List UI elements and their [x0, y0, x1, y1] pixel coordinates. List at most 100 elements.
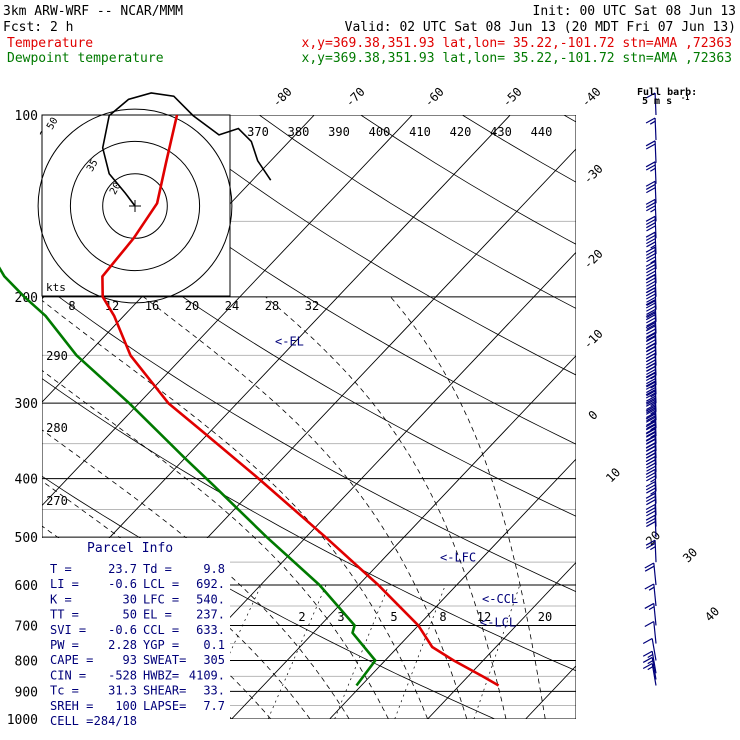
wind-barb-flag	[645, 332, 656, 339]
wind-barb	[645, 231, 657, 255]
wind-barb-flag	[646, 256, 656, 263]
wind-barb	[645, 198, 657, 222]
wind-barb-flag	[645, 456, 656, 463]
wind-barb-flag	[645, 277, 656, 284]
theta-label: 380	[288, 125, 310, 139]
wind-barb-flag	[645, 92, 656, 99]
pressure-tick-label: 100	[15, 109, 38, 124]
parcel-info-cell: 237.	[196, 608, 225, 622]
parcel-level-label: <-EL	[275, 334, 304, 348]
wind-barb-staff	[651, 638, 657, 661]
theta-e-label: 280	[46, 421, 68, 435]
wind-barb-flag	[646, 465, 656, 472]
wind-barb-flag	[645, 218, 656, 226]
hodograph-ring-label: 35	[85, 158, 101, 174]
isotherm-label: 40	[702, 604, 722, 624]
wind-barb-flag	[645, 183, 656, 190]
wind-barb-flag	[646, 395, 656, 402]
parcel-info-cell: LAPSE=	[143, 699, 186, 713]
theta-label: 390	[328, 125, 350, 139]
parcel-info-cell: 0.1	[203, 638, 225, 652]
wind-barb-half	[650, 490, 656, 495]
moist-adiabat	[390, 296, 546, 719]
isotherm	[329, 458, 576, 719]
wind-barb-flag	[645, 383, 656, 390]
wind-barb	[645, 180, 657, 204]
temperature-legend: Temperature	[7, 36, 93, 51]
wind-barb-flag	[645, 424, 656, 431]
parcel-info-title: Parcel Info	[87, 541, 173, 556]
wind-barb-flag	[644, 562, 655, 569]
wind-barb-flag	[645, 310, 656, 318]
wind-barb-flag	[645, 495, 656, 503]
pressure-tick-label: 500	[15, 531, 38, 546]
wind-barb-flag	[645, 413, 656, 420]
parcel-info-cell: -528	[108, 668, 137, 682]
wind-barb-half	[647, 666, 654, 671]
theta-label: 440	[531, 125, 553, 139]
isotherm	[42, 115, 511, 610]
dry-adiabat	[665, 115, 740, 719]
parcel-info-cell: K =	[50, 592, 72, 606]
isotherm	[427, 561, 576, 719]
mixing-ratio-label: 3	[337, 610, 344, 624]
wind-barb-flag	[645, 539, 656, 546]
wind-barb-flag	[645, 260, 656, 267]
barb-legend-units-exponent: -1	[681, 94, 689, 102]
isotherm-label: -30	[581, 162, 606, 187]
parcel-info-cell: CELL =	[50, 714, 93, 728]
parcel-info-table: T = 23.7 Td = 9.8 LI = -0.6 LCL = 692. K = 30 LFC …	[50, 562, 225, 728]
moist-adiabat	[42, 429, 350, 719]
wind-barb-flag	[645, 117, 656, 124]
wind-barb-flag	[646, 487, 656, 494]
wind-barb-flag	[646, 222, 656, 229]
wind-barb-flag	[646, 320, 656, 327]
wind-barb	[645, 92, 657, 116]
wind-barb	[644, 583, 657, 607]
wind-barb-flag	[645, 140, 656, 147]
wind-barb-flag	[645, 431, 656, 438]
wind-barb-flag	[645, 452, 656, 459]
wind-barb-flag	[646, 187, 656, 194]
temperature-location-info: x,y=369.38,351.93 lat,lon= 35.22,-101.72…	[302, 36, 732, 51]
wind-barb-flag	[645, 198, 656, 205]
isotherm-label: -20	[581, 247, 606, 272]
wind-barb-flag	[645, 503, 656, 510]
hodograph-speed-tick: 28	[265, 299, 279, 313]
parcel-info-cell: 30	[123, 592, 137, 606]
wind-barb-flag	[644, 602, 655, 609]
wind-barb-flag	[645, 442, 656, 449]
wind-barb	[642, 662, 657, 686]
parcel-info-cell: 305	[203, 653, 225, 667]
wind-barb-flag	[646, 267, 656, 274]
wind-barb-flag	[646, 280, 656, 287]
parcel-info-cell: LI =	[50, 577, 79, 591]
hodograph-speed-tick: 8	[68, 299, 75, 313]
wind-barb-flag	[646, 339, 656, 346]
wind-barb-flag	[645, 492, 656, 499]
hodograph-unit-label: kts	[46, 281, 66, 294]
hodograph-ring-label: 20	[108, 181, 124, 197]
forecast-hour: Fcst: 2 h	[3, 20, 73, 35]
wind-barb-half	[650, 208, 656, 213]
wind-barb-flag	[645, 322, 656, 329]
wind-barb-flag	[642, 656, 653, 663]
wind-barb-flag	[646, 205, 656, 212]
wind-barb-flag	[646, 283, 656, 290]
wind-barb-half	[649, 120, 656, 125]
mixing-ratio-label: 20	[538, 610, 552, 624]
parcel-info-cell: 31.3	[108, 684, 137, 698]
wind-barb-flag	[645, 517, 656, 524]
wind-barb-flag	[645, 481, 656, 488]
wind-barb-flag	[645, 468, 656, 475]
wind-barb	[642, 637, 657, 661]
wind-barb-flag	[645, 164, 656, 171]
parcel-info-cell: Td =	[143, 562, 172, 576]
wind-barb-flag	[642, 662, 653, 669]
wind-barb-flag	[645, 374, 656, 382]
isotherm-label: -50	[500, 85, 525, 110]
dry-adiabat	[42, 283, 576, 593]
isotherm	[722, 115, 740, 719]
mixing-ratio-label: 8	[439, 610, 446, 624]
